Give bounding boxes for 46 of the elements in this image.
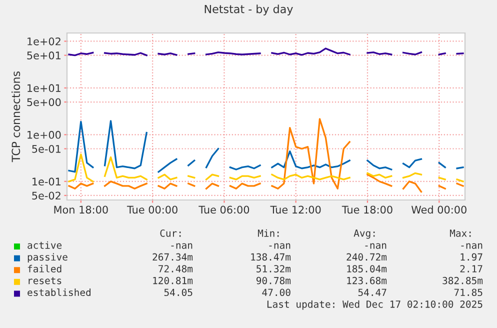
text: 267.34m	[152, 253, 193, 261]
text: 54.47	[358, 288, 386, 296]
text: -nan	[269, 243, 290, 249]
text: 138.47m	[251, 253, 291, 261]
y-tick-label: 1e+01	[28, 84, 60, 92]
text: Min:	[258, 229, 279, 237]
x-tick-label: Tue 18:00	[342, 206, 392, 214]
text: Max:	[450, 230, 471, 237]
x-tick-label: Wed 00:00	[411, 206, 466, 214]
text: 54.05	[164, 288, 192, 296]
text: Last update: Wed Dec 17 02:10:00 2025	[267, 300, 482, 310]
x-tick-label: Tue 12:00	[270, 206, 321, 214]
text: -nan	[365, 243, 386, 249]
text: 2.17	[460, 265, 482, 272]
text: 51.32m	[256, 265, 291, 272]
text: -nan	[461, 243, 482, 249]
y-axis-title: TCP connections	[12, 71, 20, 162]
text: 47.00	[262, 288, 290, 296]
y-tick-label: 5e+00	[27, 98, 61, 106]
legend-label: failed	[28, 264, 62, 272]
text: -nan	[171, 243, 192, 249]
y-tick-label: 5e-01	[32, 144, 60, 153]
legend-label: established	[28, 288, 90, 296]
legend-label: passive	[28, 253, 68, 263]
text: 123.68m	[347, 276, 387, 284]
legend-label: active	[28, 241, 62, 249]
x-tick-label: Tue 06:00	[198, 206, 250, 214]
y-tick-label: 1e-01	[32, 178, 60, 186]
y-tick-label: 5e-02	[32, 192, 60, 200]
text: 120.81m	[153, 276, 193, 284]
y-tick-label: 1e+02	[28, 37, 60, 46]
chart-title: Netstat - by day	[204, 4, 293, 16]
text: 90.78m	[256, 276, 291, 284]
y-tick-label: 5e+01	[27, 52, 60, 60]
legend-label: resets	[28, 277, 62, 284]
text: 240.72m	[346, 253, 387, 261]
text: 382.85m	[442, 276, 483, 284]
text: Cur:	[160, 229, 181, 237]
text: 71.85	[454, 288, 482, 296]
text: Avg:	[354, 230, 375, 239]
text: 1.97	[460, 253, 482, 261]
x-tick-label: Mon 18:00	[54, 206, 108, 214]
x-tick-label: Tue 00:00	[126, 206, 178, 214]
y-tick-label: 1e+00	[28, 130, 61, 139]
text: 185.04m	[347, 265, 387, 272]
text: 72.48m	[158, 265, 193, 272]
